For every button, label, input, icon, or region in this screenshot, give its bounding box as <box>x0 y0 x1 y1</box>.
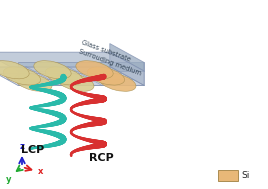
Polygon shape <box>0 52 144 71</box>
Text: Glass substrate: Glass substrate <box>80 40 131 63</box>
Ellipse shape <box>34 61 71 79</box>
Ellipse shape <box>87 67 125 85</box>
Polygon shape <box>110 52 144 85</box>
Polygon shape <box>18 62 144 71</box>
Ellipse shape <box>76 61 113 79</box>
Polygon shape <box>110 43 144 71</box>
Ellipse shape <box>45 67 83 85</box>
FancyBboxPatch shape <box>218 170 238 181</box>
Ellipse shape <box>15 73 52 91</box>
Text: z: z <box>20 142 24 151</box>
Text: RCP: RCP <box>89 153 114 163</box>
Text: Surrouding medium: Surrouding medium <box>79 49 142 77</box>
Text: Si: Si <box>241 171 250 180</box>
Text: x: x <box>38 167 43 177</box>
Ellipse shape <box>99 73 136 91</box>
Text: y: y <box>5 175 11 184</box>
Ellipse shape <box>0 61 29 79</box>
Text: LCP: LCP <box>21 145 44 155</box>
Ellipse shape <box>3 67 40 85</box>
Ellipse shape <box>57 73 94 91</box>
Polygon shape <box>18 71 144 85</box>
Polygon shape <box>0 67 144 85</box>
